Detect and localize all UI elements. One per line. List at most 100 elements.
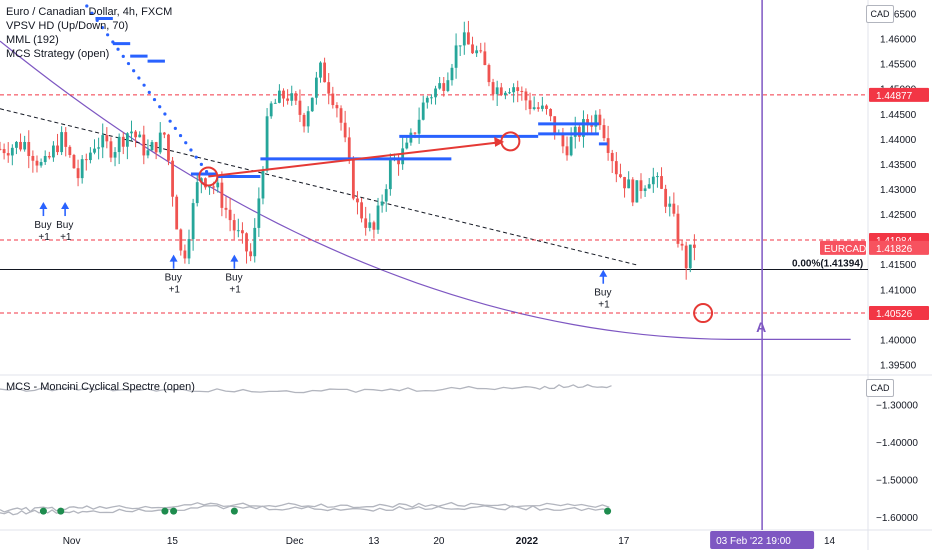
currency-button-main[interactable]: CAD bbox=[866, 5, 894, 23]
mml-dot bbox=[121, 54, 125, 58]
candle-body bbox=[356, 198, 359, 203]
candle-body bbox=[376, 205, 380, 230]
candle-body bbox=[150, 142, 154, 151]
candle-body bbox=[462, 32, 466, 46]
candle-body bbox=[405, 142, 409, 149]
candle-body bbox=[167, 134, 170, 161]
mml-dot bbox=[126, 61, 131, 66]
annotation-circle-start[interactable] bbox=[198, 166, 219, 187]
spectre-signal-dot bbox=[604, 507, 612, 515]
lower-pane-title[interactable]: MCS - Moncini Cyclical Spectre (open) bbox=[6, 381, 195, 393]
candle-body bbox=[577, 126, 581, 137]
y-tick-label: 1.46000 bbox=[880, 35, 917, 46]
candle-body bbox=[536, 107, 540, 109]
candle-body bbox=[335, 105, 339, 109]
annotation-circle-target[interactable] bbox=[693, 303, 714, 324]
candle-body bbox=[454, 45, 458, 68]
candle-body bbox=[339, 108, 343, 123]
spectre-lower-line-2 bbox=[0, 501, 610, 513]
candle-body bbox=[310, 97, 314, 112]
lower-y-tick-label: −1.60000 bbox=[876, 513, 918, 524]
indicator-vpsv[interactable]: VPSV HD (Up/Down, 70) bbox=[6, 20, 129, 32]
price-axis-tag-label: 1.44877 bbox=[876, 91, 913, 102]
candle-body bbox=[294, 93, 298, 101]
candle-body bbox=[360, 202, 363, 219]
candle-body bbox=[540, 105, 544, 109]
candle-body bbox=[635, 180, 639, 203]
annotation-circle-end[interactable] bbox=[500, 131, 521, 152]
spectre-signal-dot bbox=[230, 507, 238, 515]
mml-dot bbox=[116, 47, 120, 51]
candle-body bbox=[93, 148, 96, 153]
candle-body bbox=[351, 158, 355, 199]
candle-body bbox=[676, 213, 680, 244]
chart-legend: Euro / Canadian Dollar, 4h, FXCM VPSV HD… bbox=[6, 5, 172, 61]
indicator-mcs-strategy[interactable]: MCS Strategy (open) bbox=[6, 48, 110, 60]
buy-signal-size: +1 bbox=[229, 285, 241, 296]
spectre-signal-dot bbox=[170, 507, 178, 515]
x-tick-label: Nov bbox=[63, 536, 81, 547]
symbol-title[interactable]: Euro / Canadian Dollar, 4h, FXCM bbox=[6, 6, 173, 18]
candle-body bbox=[660, 176, 663, 189]
currency-button-lower[interactable]: CAD bbox=[866, 379, 894, 397]
y-tick-label: 1.41500 bbox=[880, 260, 917, 271]
candle-body bbox=[631, 179, 635, 203]
candle-body bbox=[290, 93, 294, 101]
buy-arrow-head bbox=[230, 254, 239, 262]
candle-body bbox=[187, 239, 191, 259]
candle-body bbox=[643, 188, 647, 192]
candle-body bbox=[331, 93, 335, 106]
candle-body bbox=[97, 147, 101, 149]
candle-body bbox=[693, 244, 696, 248]
candle-body bbox=[39, 162, 43, 166]
time-marker-tag bbox=[710, 531, 815, 549]
candle-body bbox=[220, 182, 224, 208]
candle-body bbox=[397, 158, 400, 165]
candle-body bbox=[565, 146, 569, 156]
candle-body bbox=[421, 102, 425, 120]
candle-body bbox=[590, 125, 594, 127]
lower-y-tick-label: −1.50000 bbox=[876, 475, 918, 486]
candle-body bbox=[388, 160, 392, 190]
candle-body bbox=[224, 207, 228, 210]
candle-body bbox=[105, 135, 109, 142]
candle-body bbox=[245, 233, 248, 252]
y-tick-label: 1.43500 bbox=[880, 160, 917, 171]
candle-body bbox=[47, 155, 51, 158]
candle-body bbox=[273, 102, 277, 104]
candle-body bbox=[623, 177, 626, 189]
x-tick-label: 15 bbox=[167, 536, 179, 547]
candle-body bbox=[15, 141, 18, 148]
candle-body bbox=[684, 245, 688, 269]
candle-body bbox=[512, 87, 516, 93]
mml-dot bbox=[137, 76, 141, 80]
candle-body bbox=[647, 184, 651, 189]
y-tick-label: 1.43000 bbox=[880, 185, 917, 196]
mml-dot bbox=[178, 133, 183, 138]
y-tick-label: 1.39500 bbox=[880, 360, 917, 371]
candle-body bbox=[413, 132, 417, 134]
symbol-tag bbox=[820, 240, 866, 255]
candle-body bbox=[146, 150, 150, 156]
candle-body bbox=[467, 32, 470, 45]
candle-body bbox=[499, 87, 503, 96]
mml-dot bbox=[90, 11, 94, 15]
candle-body bbox=[232, 220, 236, 231]
buy-signal-label: Buy bbox=[165, 273, 182, 284]
candle-body bbox=[302, 114, 306, 127]
indicator-mml[interactable]: MML (192) bbox=[6, 34, 59, 46]
candle-body bbox=[158, 132, 162, 153]
candle-body bbox=[121, 136, 125, 147]
candle-body bbox=[651, 176, 655, 185]
price-axis-tag-label: 1.41826 bbox=[876, 244, 913, 255]
candle-body bbox=[101, 135, 105, 148]
y-tick-label: 1.46500 bbox=[880, 10, 917, 21]
candle-body bbox=[138, 134, 142, 138]
candle-body bbox=[204, 178, 207, 188]
candle-body bbox=[343, 122, 347, 138]
symbol-tag-label: EURCAD bbox=[824, 244, 866, 255]
mml-dot bbox=[152, 97, 157, 102]
candle-body bbox=[23, 141, 27, 150]
